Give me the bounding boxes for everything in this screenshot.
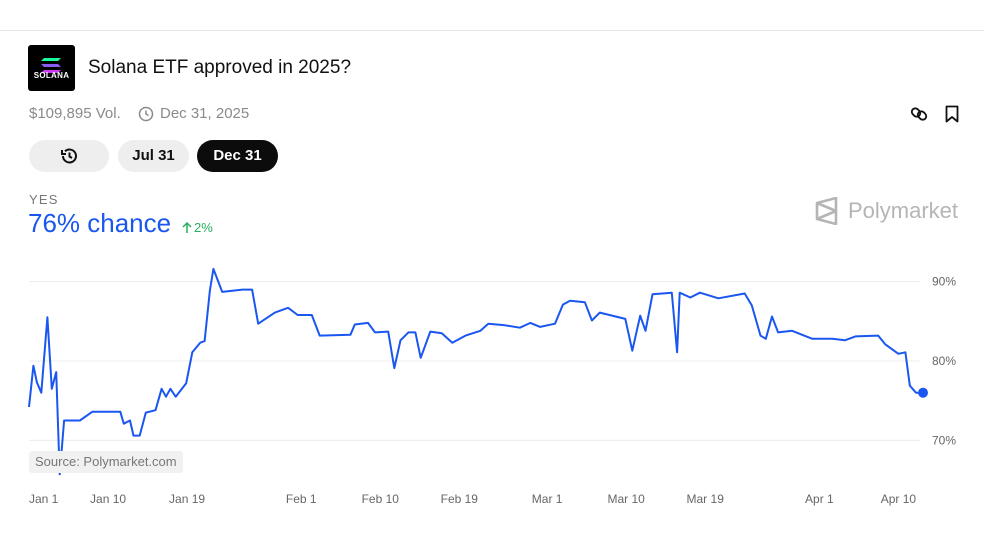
outcome-label: YES — [29, 192, 59, 207]
chance: 76% chance — [28, 208, 172, 238]
y-tick-label: 80% — [932, 354, 956, 368]
market-title: Solana ETF approved in 2025? — [88, 57, 352, 78]
x-tick-label: Jan 1 — [29, 492, 59, 506]
clock-icon — [138, 106, 154, 122]
market-logo — [28, 45, 75, 91]
x-tick-label: Apr 10 — [881, 492, 917, 506]
chance-change: 2% — [194, 220, 213, 235]
brand-logo — [815, 197, 838, 225]
last-point — [918, 387, 928, 398]
y-tick-label: 90% — [932, 275, 956, 289]
divider — [0, 30, 984, 31]
price-line — [28, 267, 923, 476]
link-icon[interactable] — [910, 105, 928, 123]
date-tab[interactable]: Jul 31 — [118, 140, 189, 172]
brand: Polymarket — [848, 198, 959, 223]
y-tick-label: 70% — [932, 433, 956, 447]
x-tick-label: Mar 1 — [532, 492, 563, 506]
history-icon — [61, 148, 77, 164]
source-label: Source: Polymarket.com — [29, 451, 183, 473]
logo-mark — [41, 58, 61, 73]
x-tick-label: Feb 1 — [286, 492, 317, 506]
history-button[interactable] — [29, 140, 109, 172]
x-tick-label: Mar 19 — [687, 492, 725, 506]
end-date: Dec 31, 2025 — [160, 105, 250, 122]
up-arrow — [182, 221, 192, 233]
volume: $109,895 Vol. — [29, 105, 121, 122]
date-tab-active[interactable]: Dec 31 — [197, 140, 278, 172]
x-tick-label: Jan 10 — [90, 492, 126, 506]
x-tick-label: Jan 19 — [169, 492, 205, 506]
logo-text: SOLANA — [33, 71, 70, 80]
x-tick-label: Feb 10 — [362, 492, 400, 506]
bookmark-icon[interactable] — [944, 105, 960, 123]
x-tick-label: Feb 19 — [441, 492, 479, 506]
x-tick-label: Apr 1 — [805, 492, 834, 506]
x-tick-label: Mar 10 — [607, 492, 645, 506]
